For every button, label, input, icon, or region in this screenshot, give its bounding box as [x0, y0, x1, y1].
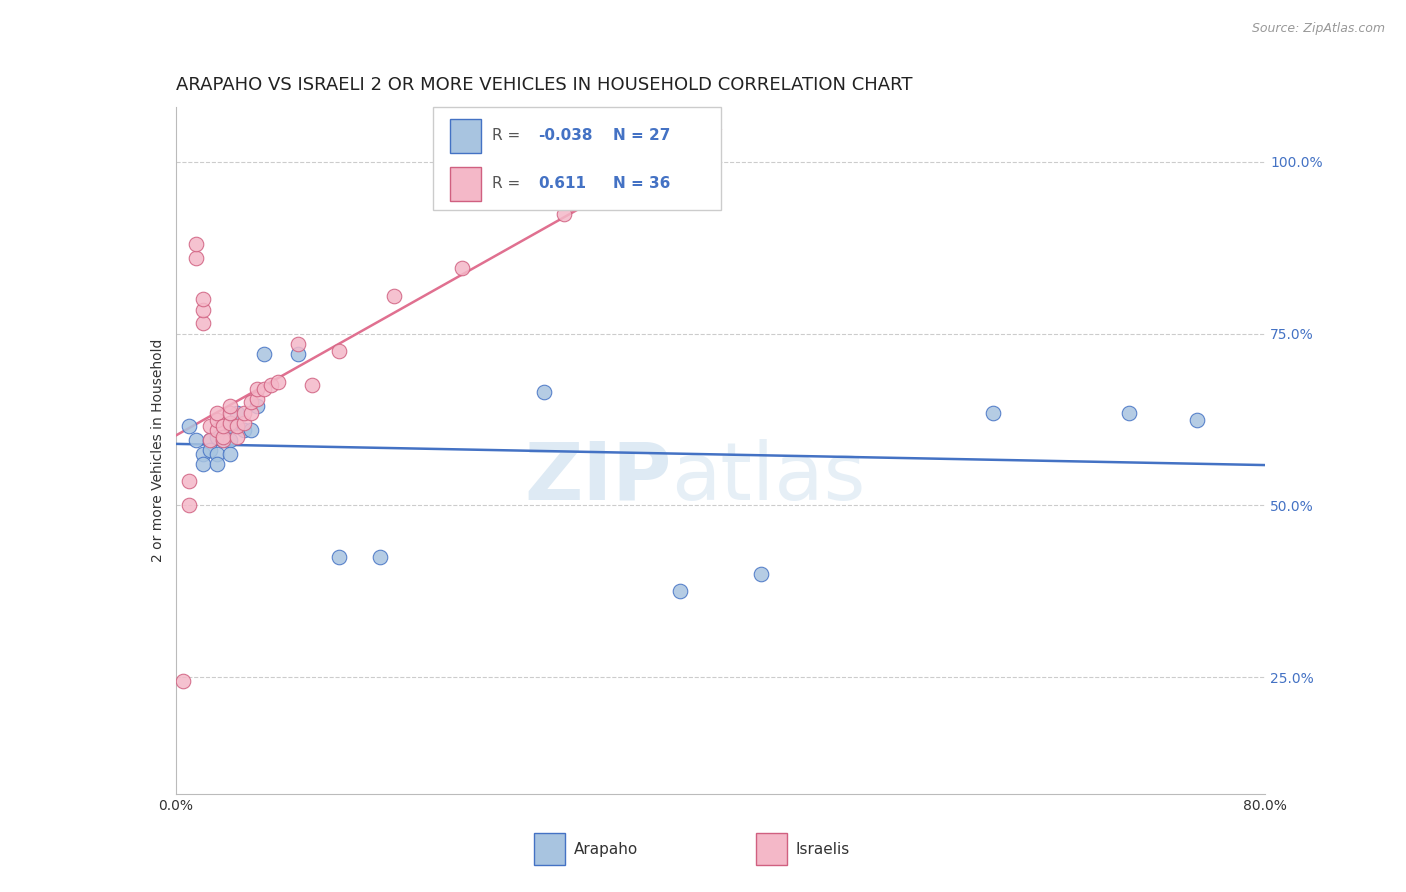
Point	[186, 433, 208, 447]
Point	[287, 347, 309, 361]
Point	[226, 430, 249, 444]
Point	[239, 423, 262, 437]
Point	[212, 433, 235, 447]
Point	[205, 447, 228, 461]
Point	[253, 347, 276, 361]
Point	[239, 406, 262, 420]
Point	[226, 406, 249, 420]
Point	[368, 549, 391, 564]
Point	[239, 395, 262, 409]
Text: N = 36: N = 36	[613, 177, 671, 192]
Point	[198, 433, 221, 447]
FancyBboxPatch shape	[534, 833, 565, 865]
Point	[267, 375, 290, 389]
Point	[186, 251, 208, 265]
Point	[246, 399, 269, 413]
Text: Israelis: Israelis	[796, 842, 851, 856]
FancyBboxPatch shape	[433, 107, 721, 210]
Point	[1118, 406, 1140, 420]
Point	[219, 447, 242, 461]
Point	[260, 378, 283, 392]
Point	[253, 382, 276, 396]
Point	[301, 378, 323, 392]
Point	[751, 567, 773, 582]
Point	[198, 433, 221, 447]
Text: Source: ZipAtlas.com: Source: ZipAtlas.com	[1251, 22, 1385, 36]
Point	[179, 499, 201, 513]
Point	[205, 423, 228, 437]
Text: -0.038: -0.038	[538, 128, 593, 144]
Point	[205, 457, 228, 471]
Text: N = 27: N = 27	[613, 128, 671, 144]
Point	[219, 416, 242, 430]
Point	[981, 406, 1004, 420]
Point	[191, 447, 214, 461]
Point	[219, 399, 242, 413]
Text: R =: R =	[492, 128, 526, 144]
Point	[179, 419, 201, 434]
Point	[191, 302, 214, 317]
Point	[1187, 412, 1209, 426]
Point	[198, 419, 221, 434]
Point	[328, 343, 350, 358]
Point	[246, 392, 269, 406]
Point	[191, 457, 214, 471]
Point	[219, 419, 242, 434]
Point	[232, 423, 254, 437]
Point	[232, 406, 254, 420]
Point	[191, 317, 214, 331]
Point	[287, 337, 309, 351]
Point	[219, 433, 242, 447]
Point	[205, 412, 228, 426]
Text: ZIP: ZIP	[524, 439, 672, 517]
Text: atlas: atlas	[672, 439, 866, 517]
Point	[533, 385, 555, 400]
Point	[382, 289, 405, 303]
FancyBboxPatch shape	[450, 119, 481, 153]
Point	[191, 293, 214, 307]
Point	[212, 419, 235, 434]
Point	[198, 443, 221, 458]
Point	[172, 673, 194, 688]
Point	[205, 430, 228, 444]
Point	[179, 475, 201, 489]
Text: ARAPAHO VS ISRAELI 2 OR MORE VEHICLES IN HOUSEHOLD CORRELATION CHART: ARAPAHO VS ISRAELI 2 OR MORE VEHICLES IN…	[176, 77, 912, 95]
Point	[328, 549, 350, 564]
Point	[232, 416, 254, 430]
Text: R =: R =	[492, 177, 526, 192]
Point	[212, 430, 235, 444]
FancyBboxPatch shape	[450, 167, 481, 201]
Point	[668, 584, 690, 599]
Text: Arapaho: Arapaho	[574, 842, 638, 856]
Point	[450, 261, 472, 276]
Point	[186, 237, 208, 252]
Point	[212, 433, 235, 447]
FancyBboxPatch shape	[756, 833, 787, 865]
Y-axis label: 2 or more Vehicles in Household: 2 or more Vehicles in Household	[150, 339, 165, 562]
Point	[246, 382, 269, 396]
Text: 0.611: 0.611	[538, 177, 586, 192]
Point	[226, 419, 249, 434]
Point	[205, 406, 228, 420]
Point	[553, 206, 575, 220]
Point	[219, 406, 242, 420]
